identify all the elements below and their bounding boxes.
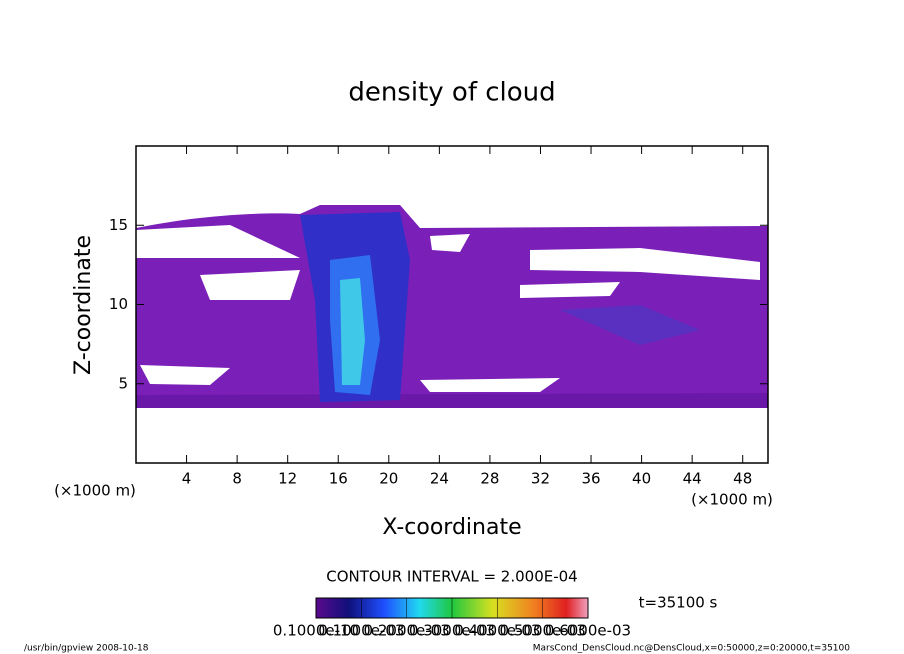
colorbar-tick-label: 0.5000e-03 bbox=[500, 622, 586, 640]
y-axis-label: Z-coordinate bbox=[71, 235, 96, 375]
x-tick-label: 4 bbox=[182, 470, 192, 488]
x-tick-label: 12 bbox=[278, 470, 297, 488]
colorbar-tick-label: 0.4000e-03 bbox=[454, 622, 540, 640]
footer-right: MarsCond_DensCloud.nc@DensCloud,x=0:5000… bbox=[533, 644, 850, 654]
x-tick-label: 48 bbox=[733, 470, 752, 488]
x-axis-label: X-coordinate bbox=[382, 515, 521, 540]
x-unit: (×1000 m) bbox=[691, 491, 773, 509]
x-tick-label: 28 bbox=[480, 470, 499, 488]
colorbar-tick-label: 0.1000e-03 bbox=[318, 622, 404, 640]
x-tick-label: 44 bbox=[683, 470, 702, 488]
y-tick-label: 5 bbox=[118, 374, 128, 392]
y-tick-label: 10 bbox=[109, 295, 128, 313]
colorbar-tick-label: 0.2000e-03 bbox=[364, 622, 450, 640]
colorbar-tick-label: 0.3000e-03 bbox=[409, 622, 495, 640]
y-tick-label: 15 bbox=[109, 216, 128, 234]
x-tick-label: 20 bbox=[379, 470, 398, 488]
x-tick-label: 36 bbox=[581, 470, 600, 488]
y-unit: (×1000 m) bbox=[54, 482, 136, 500]
colorbar-tick-label: 0.6000e-03 bbox=[545, 622, 631, 640]
chart-title: density of cloud bbox=[348, 78, 555, 108]
x-tick-label: 40 bbox=[632, 470, 651, 488]
x-tick-label: 8 bbox=[232, 470, 242, 488]
x-tick-label: 24 bbox=[430, 470, 449, 488]
x-tick-label: 32 bbox=[531, 470, 550, 488]
x-tick-label: 16 bbox=[329, 470, 348, 488]
contour-field bbox=[136, 205, 768, 408]
time-label: t=35100 s bbox=[639, 594, 718, 612]
footer-left: /usr/bin/gpview 2008-10-18 bbox=[24, 644, 149, 654]
contour-interval: CONTOUR INTERVAL = 2.000E-04 bbox=[326, 568, 577, 586]
colorbar-tick-label: 0.1000e-10 bbox=[273, 622, 359, 640]
